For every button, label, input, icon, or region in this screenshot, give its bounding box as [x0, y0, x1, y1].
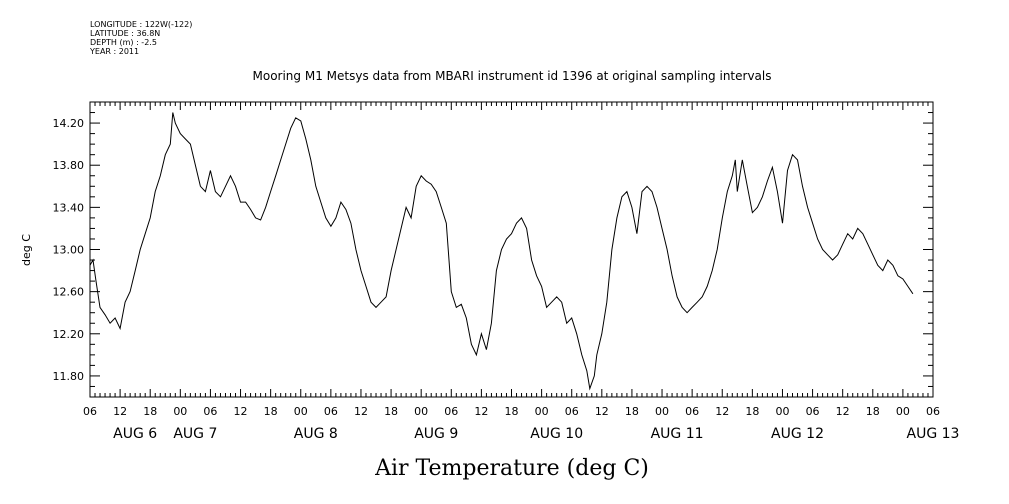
x-tick-label: 18	[625, 405, 639, 418]
x-tick-label: 12	[595, 405, 609, 418]
depth-text: DEPTH (m) : -2.5	[90, 38, 157, 47]
x-tick-label: 06	[685, 405, 699, 418]
metadata-block: LONGITUDE : 122W(-122) LATITUDE : 36.8N …	[90, 20, 192, 56]
y-tick-label: 13.00	[53, 244, 85, 257]
x-tick-label: 18	[745, 405, 759, 418]
y-tick-label: 13.80	[53, 159, 85, 172]
x-tick-label: 06	[324, 405, 338, 418]
series-line	[89, 112, 914, 391]
x-tick-label: 06	[926, 405, 940, 418]
x-tick-label: 18	[505, 405, 519, 418]
x-tick-label: 00	[173, 405, 187, 418]
longitude-text: LONGITUDE : 122W(-122)	[90, 20, 193, 29]
x-tick-label: 06	[806, 405, 820, 418]
y-axis-label: deg C	[20, 234, 33, 266]
x-tick-label: 00	[775, 405, 789, 418]
y-tick-label: 12.20	[53, 328, 85, 341]
x-tick-label: 18	[264, 405, 278, 418]
latitude-text: LATITUDE : 36.8N	[90, 29, 161, 38]
x-tick-label: 18	[143, 405, 157, 418]
x-axis-title: Air Temperature (deg C)	[374, 456, 649, 481]
y-tick-label: 11.80	[53, 370, 85, 383]
x-tick-label: 12	[113, 405, 127, 418]
x-tick-label: 06	[83, 405, 97, 418]
y-tick-label: 12.60	[53, 286, 85, 299]
x-tick-label: 18	[384, 405, 398, 418]
x-tick-label: 06	[203, 405, 217, 418]
x-tick-label: 12	[836, 405, 850, 418]
x-day-label: AUG 10	[530, 426, 583, 442]
x-tick-label: 12	[354, 405, 368, 418]
x-day-label: AUG 6	[113, 426, 157, 442]
x-tick-label: 00	[896, 405, 910, 418]
x-tick-label: 12	[715, 405, 729, 418]
x-axis: 06 12 18 00 06 12 18 00 06 12 18 00 06 12 18 00 06 12 18 00…	[83, 102, 959, 442]
year-text: YEAR : 2011	[90, 47, 140, 56]
x-day-label: AUG 13	[907, 426, 960, 442]
x-tick-label: 06	[565, 405, 579, 418]
plot-frame	[89, 101, 934, 398]
x-tick-label: 12	[474, 405, 488, 418]
y-axis: 11.80 12.20 12.60 13.00 13.40 13.80 14.20	[53, 101, 933, 398]
x-tick-label: 18	[866, 405, 880, 418]
x-tick-label: 00	[414, 405, 428, 418]
x-day-label: AUG 9	[414, 426, 458, 442]
x-tick-label: 12	[234, 405, 248, 418]
x-tick-label: 06	[444, 405, 458, 418]
x-day-label: AUG 8	[294, 426, 338, 442]
x-day-label: AUG 11	[651, 426, 704, 442]
x-tick-label: 00	[294, 405, 308, 418]
chart-title: Mooring M1 Metsys data from MBARI instru…	[253, 69, 772, 83]
x-day-label: AUG 12	[771, 426, 824, 442]
series-group	[89, 112, 914, 391]
y-tick-label: 13.40	[53, 201, 85, 214]
x-tick-label: 00	[535, 405, 549, 418]
x-day-label: AUG 7	[173, 426, 217, 442]
x-tick-label: 00	[655, 405, 669, 418]
y-tick-label: 14.20	[53, 117, 85, 130]
